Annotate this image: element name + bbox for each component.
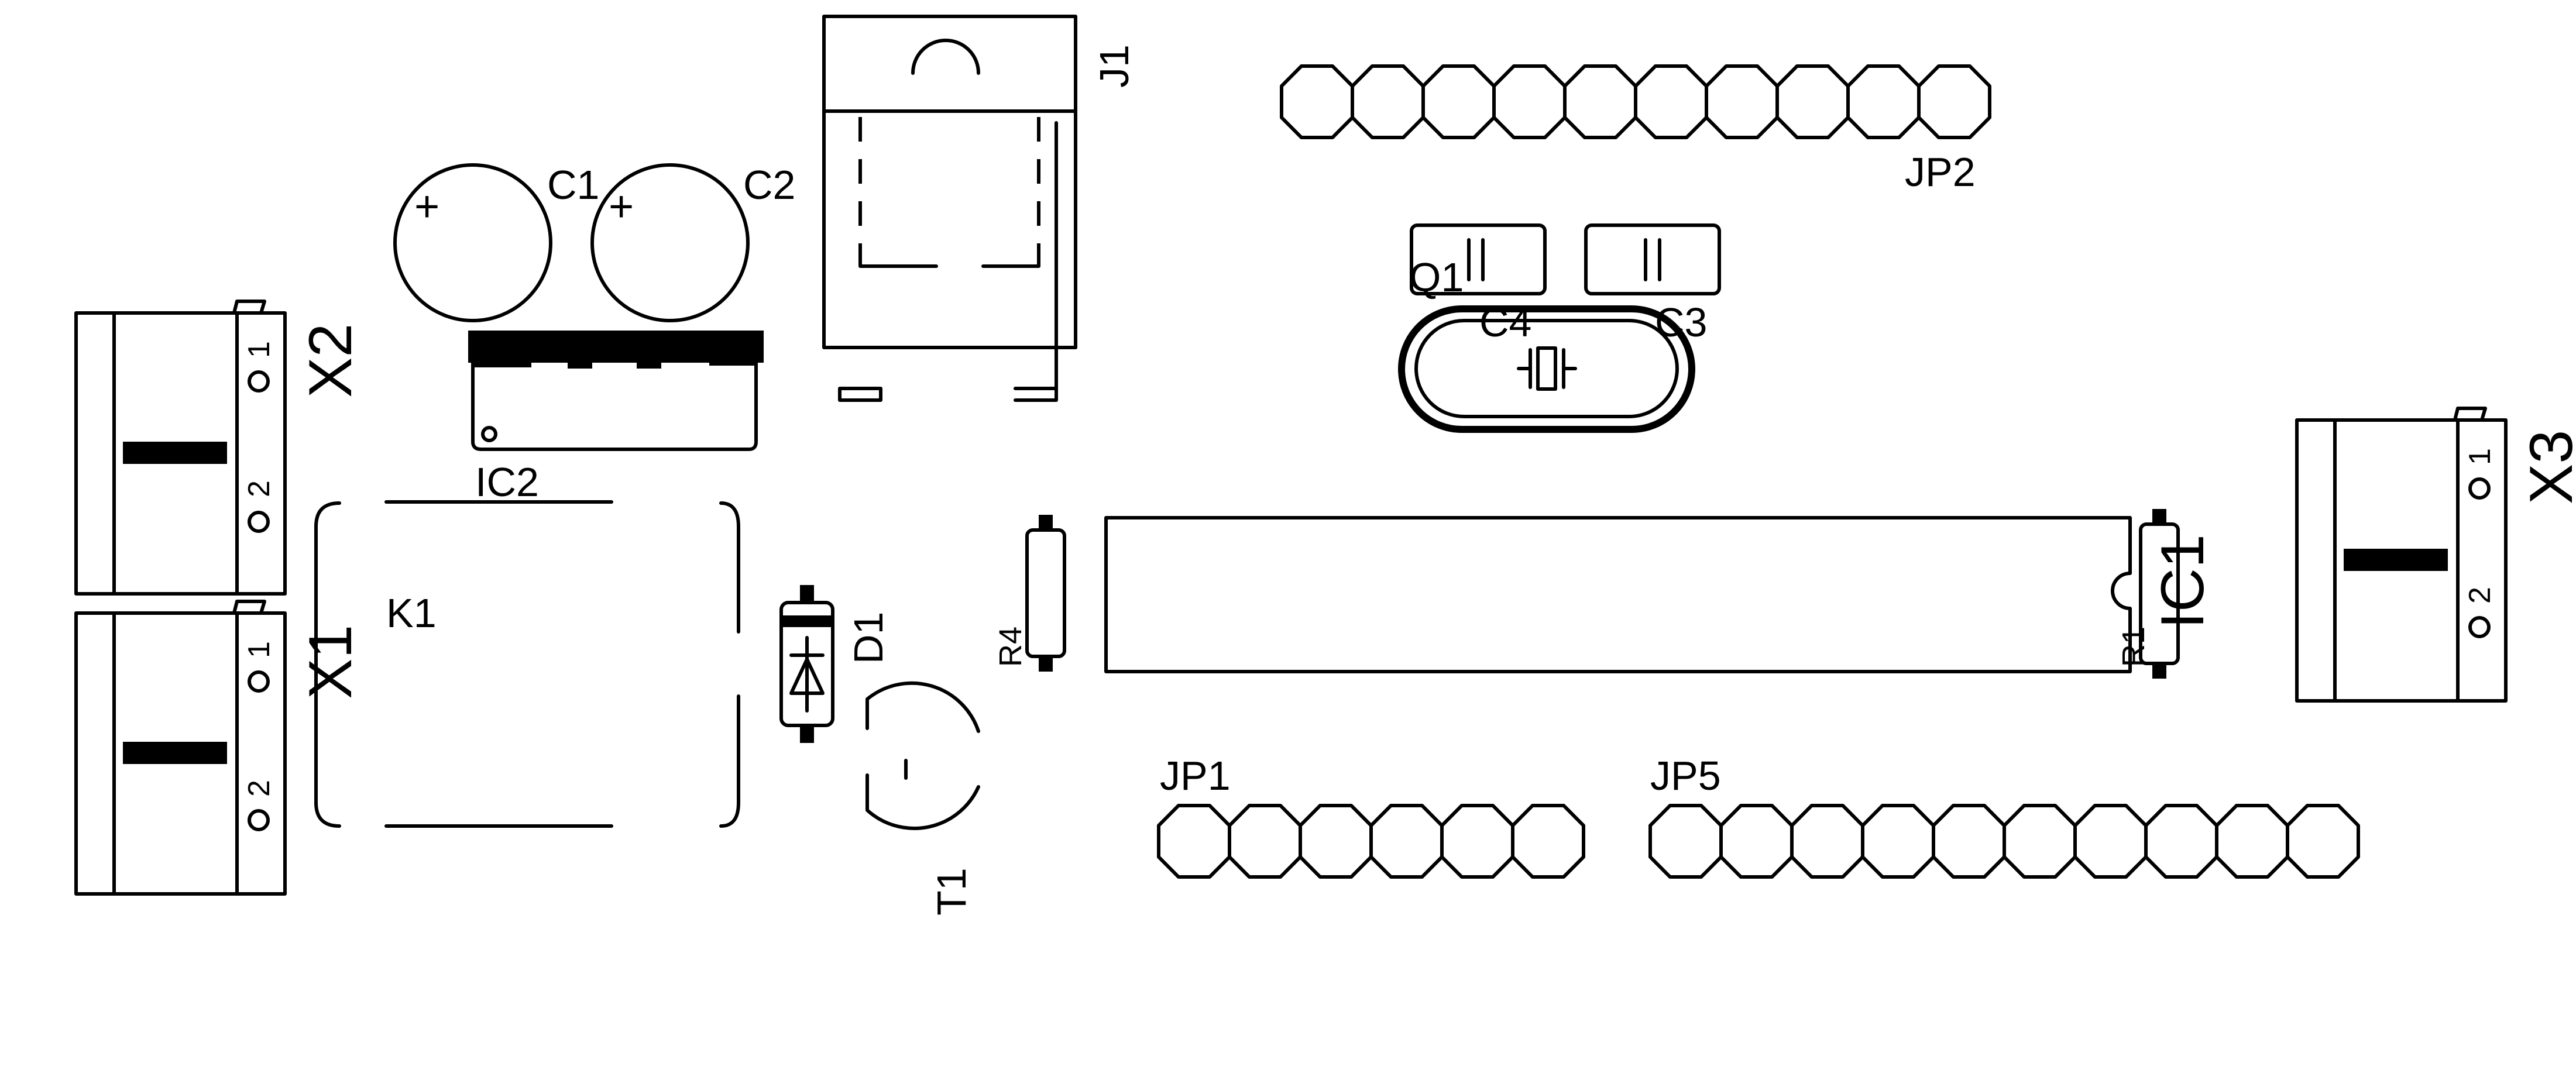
relay-k1: K1	[314, 500, 740, 828]
label-t1: T1	[929, 868, 974, 916]
dip-package-ic1: IC1	[1104, 516, 2217, 673]
label-c1: C1	[547, 162, 599, 208]
label-jp1: JP1	[1160, 753, 1231, 799]
header-jp1: JP1	[1157, 753, 1585, 879]
jp1-pad-6	[1511, 804, 1585, 879]
label-r4: R4	[993, 627, 1028, 667]
pin2-label-x1: 2	[242, 780, 276, 797]
label-jp2: JP2	[1905, 149, 1976, 195]
label-c2: C2	[743, 162, 795, 208]
jp2-pad-5	[1563, 64, 1637, 139]
label-d1: D1	[846, 612, 891, 664]
jp2-pad-2	[1351, 64, 1425, 139]
jp2-pad-9	[1846, 64, 1921, 139]
jp5-pad-8	[2144, 804, 2218, 879]
resistor-r4: R4	[993, 515, 1066, 672]
jp5-pad-2	[1719, 804, 1794, 879]
pin2-label-x2: 2	[242, 480, 276, 497]
header-jp5: JP5	[1648, 753, 2360, 879]
pin2-label-x3: 2	[2463, 587, 2497, 604]
capacitor-c1: + C1	[393, 162, 599, 322]
pin1-label-x1: 1	[242, 641, 276, 658]
jp2-pad-10	[1917, 64, 1991, 139]
jp2-pad-8	[1775, 64, 1850, 139]
jp5-pad-3	[1790, 804, 1864, 879]
jp2-pad-3	[1421, 64, 1496, 139]
transistor-t1: T1	[865, 681, 980, 916]
resistor-r1: R1	[2116, 509, 2180, 679]
jp5-pad-4	[1861, 804, 1935, 879]
jp5-pad-5	[1932, 804, 2006, 879]
connector-j1: J1	[822, 15, 1137, 402]
crystal-q1: Q1	[1398, 254, 1695, 433]
pin1-label-x3: 1	[2463, 448, 2497, 465]
jp5-pad-6	[2003, 804, 2077, 879]
label-x2: X2	[297, 324, 365, 398]
plus-sign-c1: +	[414, 182, 439, 230]
jp5-pad-10	[2286, 804, 2360, 879]
jp1-pad-2	[1228, 804, 1302, 879]
jp1-pad-1	[1157, 804, 1231, 879]
jp2-pad-6	[1634, 64, 1708, 139]
diode-d1: D1	[779, 585, 891, 743]
jp1-pad-5	[1440, 804, 1514, 879]
label-r1: R1	[2116, 627, 2151, 667]
jp5-pad-9	[2215, 804, 2289, 879]
terminal-block-x1: 1 2 X1	[74, 600, 365, 896]
terminal-block-x3: 1 2 X3	[2295, 407, 2576, 703]
jp1-pad-4	[1369, 804, 1444, 879]
plus-sign-c2: +	[609, 182, 634, 230]
label-k1: K1	[386, 590, 437, 636]
header-jp2: JP2	[1280, 64, 1991, 195]
capacitor-c2: + C2	[590, 162, 795, 322]
label-q1: Q1	[1409, 254, 1464, 300]
label-x3: X3	[2517, 430, 2576, 504]
terminal-block-x2: 1 2 X2	[74, 300, 365, 596]
label-ic2: IC2	[475, 459, 539, 505]
regulator-ic2: IC2	[468, 331, 764, 505]
jp5-pad-1	[1648, 804, 1723, 879]
jp2-pad-1	[1280, 64, 1354, 139]
pin1-label-x2: 1	[242, 341, 276, 358]
jp2-pad-7	[1705, 64, 1779, 139]
jp1-pad-3	[1299, 804, 1373, 879]
jp2-pad-4	[1492, 64, 1567, 139]
label-j1: J1	[1091, 44, 1137, 88]
jp5-pad-7	[2073, 804, 2148, 879]
label-x1: X1	[297, 625, 365, 699]
label-jp5: JP5	[1650, 753, 1721, 799]
label-ic1: IC1	[2149, 534, 2217, 629]
